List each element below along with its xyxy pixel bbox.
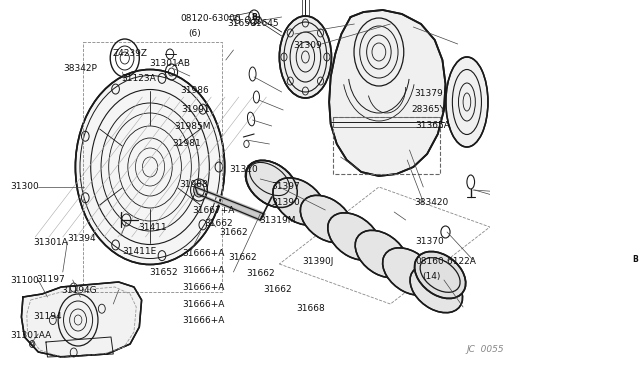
Text: 31662: 31662: [220, 228, 248, 237]
Text: 31411E: 31411E: [122, 247, 157, 256]
Polygon shape: [329, 10, 445, 176]
Ellipse shape: [273, 178, 325, 225]
Text: 31194: 31194: [33, 312, 62, 321]
Text: 31319M: 31319M: [260, 216, 296, 225]
Text: 31986: 31986: [180, 86, 209, 94]
Text: 31300: 31300: [11, 182, 40, 190]
Ellipse shape: [280, 16, 332, 98]
Text: 31379: 31379: [414, 89, 443, 98]
Text: 31666+A: 31666+A: [182, 249, 225, 258]
Text: 31666+A: 31666+A: [182, 283, 225, 292]
Ellipse shape: [76, 70, 225, 264]
Ellipse shape: [386, 253, 426, 288]
Ellipse shape: [318, 215, 353, 237]
Text: 08120-63000: 08120-63000: [180, 14, 241, 23]
Text: 31194G: 31194G: [61, 286, 97, 295]
Ellipse shape: [312, 205, 351, 240]
Polygon shape: [21, 282, 141, 357]
Ellipse shape: [415, 251, 466, 298]
Ellipse shape: [372, 251, 406, 273]
Text: 31390: 31390: [271, 198, 300, 207]
Ellipse shape: [300, 195, 353, 243]
Text: 31365A: 31365A: [415, 121, 451, 130]
Ellipse shape: [410, 265, 463, 313]
Text: 31666+A: 31666+A: [182, 316, 225, 325]
Text: 31666+A: 31666+A: [182, 300, 225, 309]
Text: 31309: 31309: [293, 41, 322, 50]
Text: B: B: [252, 13, 257, 22]
Ellipse shape: [446, 57, 488, 147]
Text: 31301A: 31301A: [33, 238, 68, 247]
Ellipse shape: [349, 229, 389, 264]
Text: 31390J: 31390J: [303, 257, 334, 266]
Text: 31645: 31645: [250, 19, 278, 28]
Ellipse shape: [355, 230, 408, 278]
Text: 31370: 31370: [415, 237, 444, 246]
Ellipse shape: [345, 233, 379, 255]
Text: 31988: 31988: [179, 180, 207, 189]
Ellipse shape: [274, 182, 314, 216]
Text: 31394: 31394: [68, 234, 96, 243]
Ellipse shape: [383, 248, 435, 295]
Text: 31667+A: 31667+A: [192, 206, 234, 215]
Ellipse shape: [264, 179, 299, 201]
Ellipse shape: [330, 217, 370, 252]
Text: 38342P: 38342P: [64, 64, 97, 73]
Text: 31662: 31662: [264, 285, 292, 294]
Text: 28365Y: 28365Y: [412, 105, 445, 114]
Text: 31197: 31197: [36, 275, 65, 284]
Text: 31397: 31397: [271, 182, 300, 191]
Text: 31666+A: 31666+A: [182, 266, 225, 275]
Text: 31662: 31662: [246, 269, 275, 278]
Text: 31662: 31662: [205, 219, 234, 228]
Text: 31100: 31100: [11, 276, 40, 285]
Text: (14): (14): [422, 272, 441, 280]
Text: 31668: 31668: [296, 304, 325, 312]
Text: 31991: 31991: [181, 105, 210, 114]
Ellipse shape: [246, 160, 298, 208]
Text: Z4239Z: Z4239Z: [113, 49, 148, 58]
Text: 08160-6122A: 08160-6122A: [415, 257, 476, 266]
Text: 31411: 31411: [138, 223, 167, 232]
Ellipse shape: [293, 193, 333, 228]
Ellipse shape: [405, 265, 445, 299]
Text: 31981: 31981: [172, 139, 201, 148]
Text: 31301AA: 31301AA: [11, 331, 52, 340]
Text: 31650: 31650: [227, 19, 255, 28]
Text: 31652: 31652: [149, 268, 178, 277]
Ellipse shape: [399, 269, 433, 291]
Ellipse shape: [255, 170, 296, 204]
Ellipse shape: [367, 241, 408, 276]
Text: (6): (6): [189, 29, 202, 38]
Text: 31985M: 31985M: [174, 122, 211, 131]
Text: JC  0055: JC 0055: [467, 345, 504, 354]
Ellipse shape: [291, 197, 326, 219]
Text: 31662: 31662: [228, 253, 257, 262]
Text: 383420: 383420: [414, 198, 448, 207]
Text: 31301AB: 31301AB: [149, 59, 191, 68]
Text: 31310: 31310: [229, 165, 258, 174]
Text: 31123A: 31123A: [122, 74, 156, 83]
Text: B: B: [632, 256, 638, 264]
Ellipse shape: [328, 213, 380, 260]
Polygon shape: [195, 187, 264, 220]
